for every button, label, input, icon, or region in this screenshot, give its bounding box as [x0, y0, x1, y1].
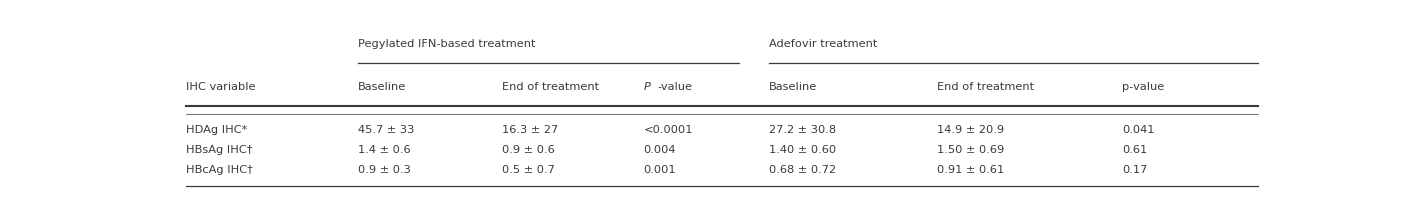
- Text: 0.68 ± 0.72: 0.68 ± 0.72: [768, 165, 835, 175]
- Text: HBsAg IHC†: HBsAg IHC†: [187, 145, 253, 154]
- Text: P: P: [643, 81, 650, 91]
- Text: 1.4 ± 0.6: 1.4 ± 0.6: [358, 145, 411, 154]
- Text: 0.9 ± 0.6: 0.9 ± 0.6: [503, 145, 555, 154]
- Text: -value: -value: [657, 81, 692, 91]
- Text: End of treatment: End of treatment: [503, 81, 600, 91]
- Text: 0.91 ± 0.61: 0.91 ± 0.61: [938, 165, 1004, 175]
- Text: <0.0001: <0.0001: [643, 125, 694, 134]
- Text: 0.001: 0.001: [643, 165, 675, 175]
- Text: Baseline: Baseline: [358, 81, 407, 91]
- Text: 1.40 ± 0.60: 1.40 ± 0.60: [768, 145, 835, 154]
- Text: 27.2 ± 30.8: 27.2 ± 30.8: [768, 125, 835, 134]
- Text: 14.9 ± 20.9: 14.9 ± 20.9: [938, 125, 1004, 134]
- Text: 16.3 ± 27: 16.3 ± 27: [503, 125, 559, 134]
- Text: 0.61: 0.61: [1122, 145, 1147, 154]
- Text: 0.041: 0.041: [1122, 125, 1154, 134]
- Text: HBcAg IHC†: HBcAg IHC†: [187, 165, 253, 175]
- Text: End of treatment: End of treatment: [938, 81, 1035, 91]
- Text: Pegylated IFN-based treatment: Pegylated IFN-based treatment: [358, 39, 536, 49]
- Text: IHC variable: IHC variable: [187, 81, 256, 91]
- Text: Baseline: Baseline: [768, 81, 817, 91]
- Text: 45.7 ± 33: 45.7 ± 33: [358, 125, 414, 134]
- Text: 0.9 ± 0.3: 0.9 ± 0.3: [358, 165, 411, 175]
- Text: 1.50 ± 0.69: 1.50 ± 0.69: [938, 145, 1004, 154]
- Text: HDAg IHC*: HDAg IHC*: [187, 125, 247, 134]
- Text: 0.17: 0.17: [1122, 165, 1147, 175]
- Text: 0.5 ± 0.7: 0.5 ± 0.7: [503, 165, 555, 175]
- Text: p-value: p-value: [1122, 81, 1164, 91]
- Text: Adefovir treatment: Adefovir treatment: [768, 39, 878, 49]
- Text: 0.004: 0.004: [643, 145, 675, 154]
